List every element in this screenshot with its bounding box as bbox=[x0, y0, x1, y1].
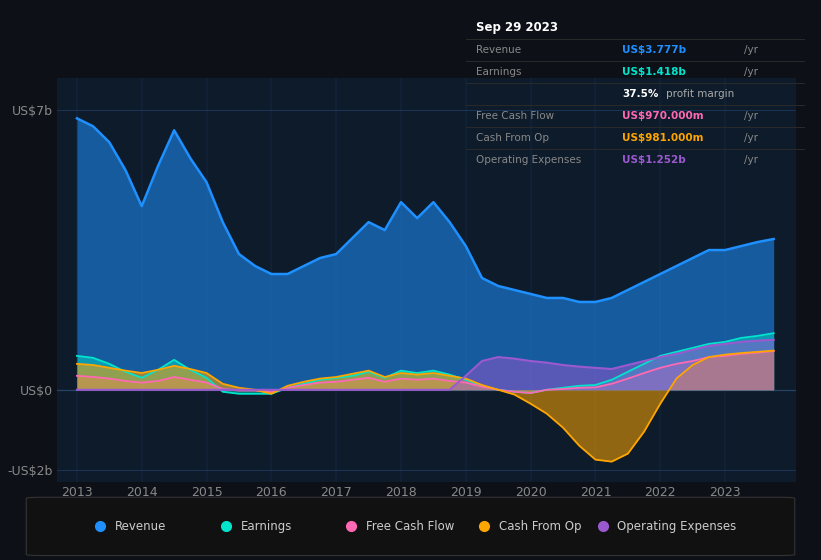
Text: Earnings: Earnings bbox=[475, 67, 521, 77]
Text: Cash From Op: Cash From Op bbox=[499, 520, 581, 533]
Text: /yr: /yr bbox=[744, 155, 759, 165]
Text: US$970.000m: US$970.000m bbox=[621, 111, 704, 121]
Text: Earnings: Earnings bbox=[241, 520, 292, 533]
Text: /yr: /yr bbox=[744, 67, 759, 77]
Text: /yr: /yr bbox=[744, 133, 759, 143]
Text: US$981.000m: US$981.000m bbox=[621, 133, 704, 143]
Text: Revenue: Revenue bbox=[115, 520, 167, 533]
Text: /yr: /yr bbox=[744, 111, 759, 121]
FancyBboxPatch shape bbox=[26, 497, 795, 556]
Text: Sep 29 2023: Sep 29 2023 bbox=[475, 21, 557, 34]
Text: Free Cash Flow: Free Cash Flow bbox=[475, 111, 554, 121]
Text: profit margin: profit margin bbox=[666, 89, 734, 99]
Text: Operating Expenses: Operating Expenses bbox=[617, 520, 736, 533]
Text: US$3.777b: US$3.777b bbox=[621, 45, 686, 55]
Text: Cash From Op: Cash From Op bbox=[475, 133, 548, 143]
Text: Operating Expenses: Operating Expenses bbox=[475, 155, 581, 165]
Text: /yr: /yr bbox=[744, 45, 759, 55]
Text: Revenue: Revenue bbox=[475, 45, 521, 55]
Text: US$1.418b: US$1.418b bbox=[621, 67, 686, 77]
Text: 37.5%: 37.5% bbox=[621, 89, 658, 99]
Text: Free Cash Flow: Free Cash Flow bbox=[366, 520, 455, 533]
Text: US$1.252b: US$1.252b bbox=[621, 155, 686, 165]
